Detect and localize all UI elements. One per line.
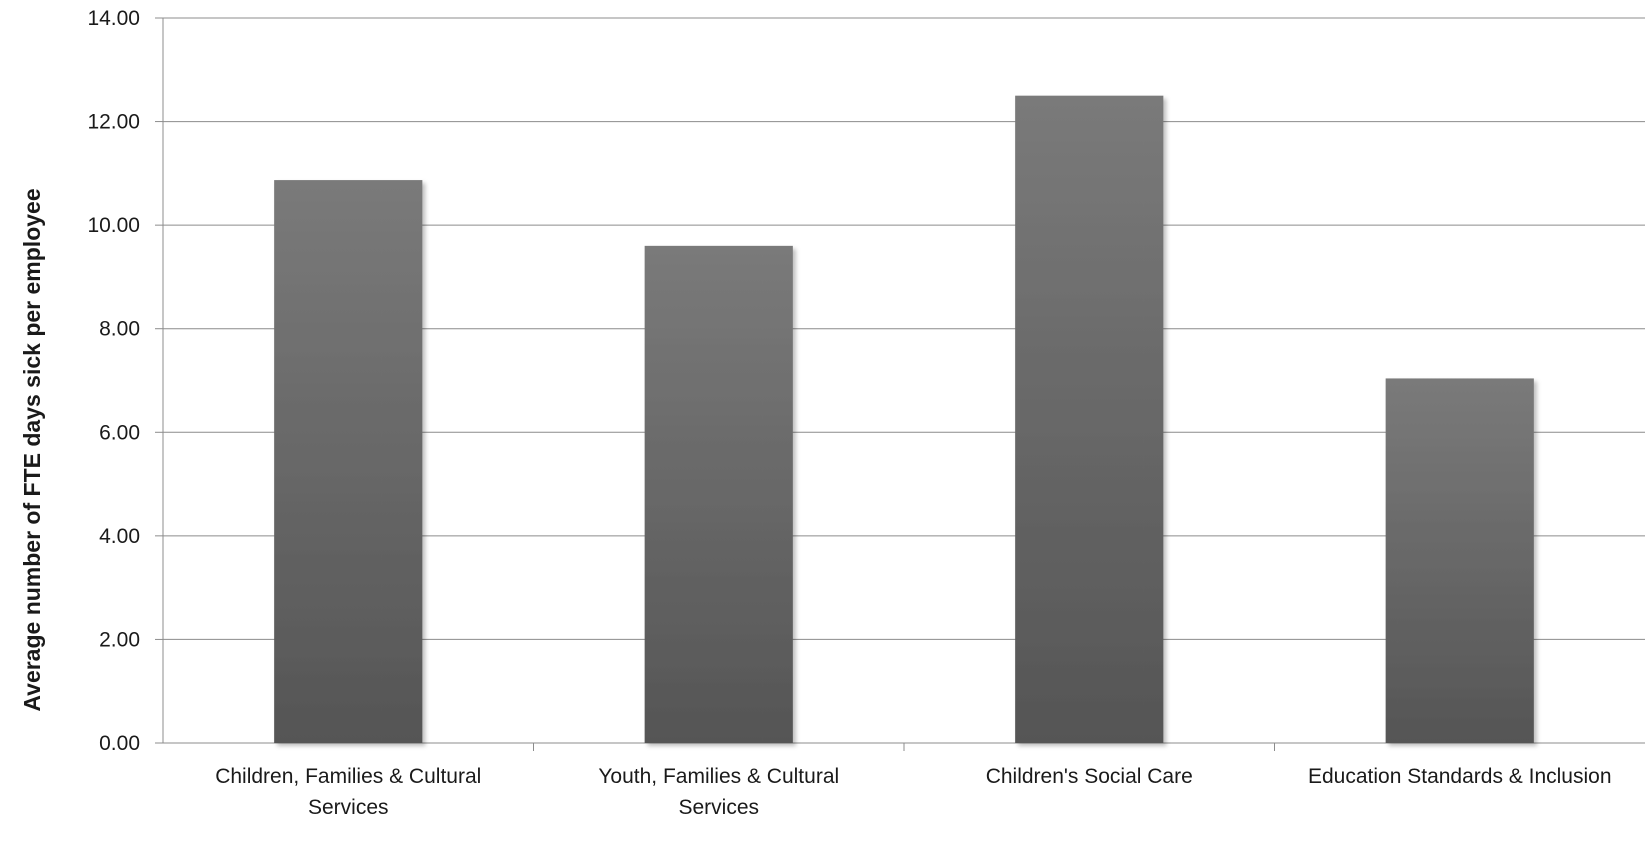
bars [274,95,1534,743]
y-tick-label: 4.00 [99,525,140,548]
x-category-label: Youth, Families & Cultural [598,765,839,788]
x-category-label: Services [308,796,389,819]
y-tick-label: 14.00 [87,7,140,30]
y-tick-label: 0.00 [99,732,140,755]
x-category-label: Children, Families & Cultural [215,765,481,788]
x-category-label: Education Standards & Inclusion [1308,765,1612,788]
bar [274,180,423,743]
x-category-label: Services [678,796,759,819]
y-tick-labels: 0.00 2.00 4.00 6.00 8.00 10.00 12.00 14.00 [87,7,140,755]
y-axis-title: Average number of FTE days sick per empl… [19,188,45,711]
y-tick-label: 6.00 [99,421,140,444]
x-category-label: Children's Social Care [986,765,1193,788]
y-tick-label: 10.00 [87,214,140,237]
y-tick-label: 8.00 [99,318,140,341]
y-tick-label: 12.00 [87,111,140,134]
y-tick-label: 2.00 [99,628,140,651]
bar [1385,378,1534,743]
bar [644,245,793,743]
bar [1015,95,1164,743]
x-category-labels: Children, Families & Cultural Services You… [215,765,1611,819]
